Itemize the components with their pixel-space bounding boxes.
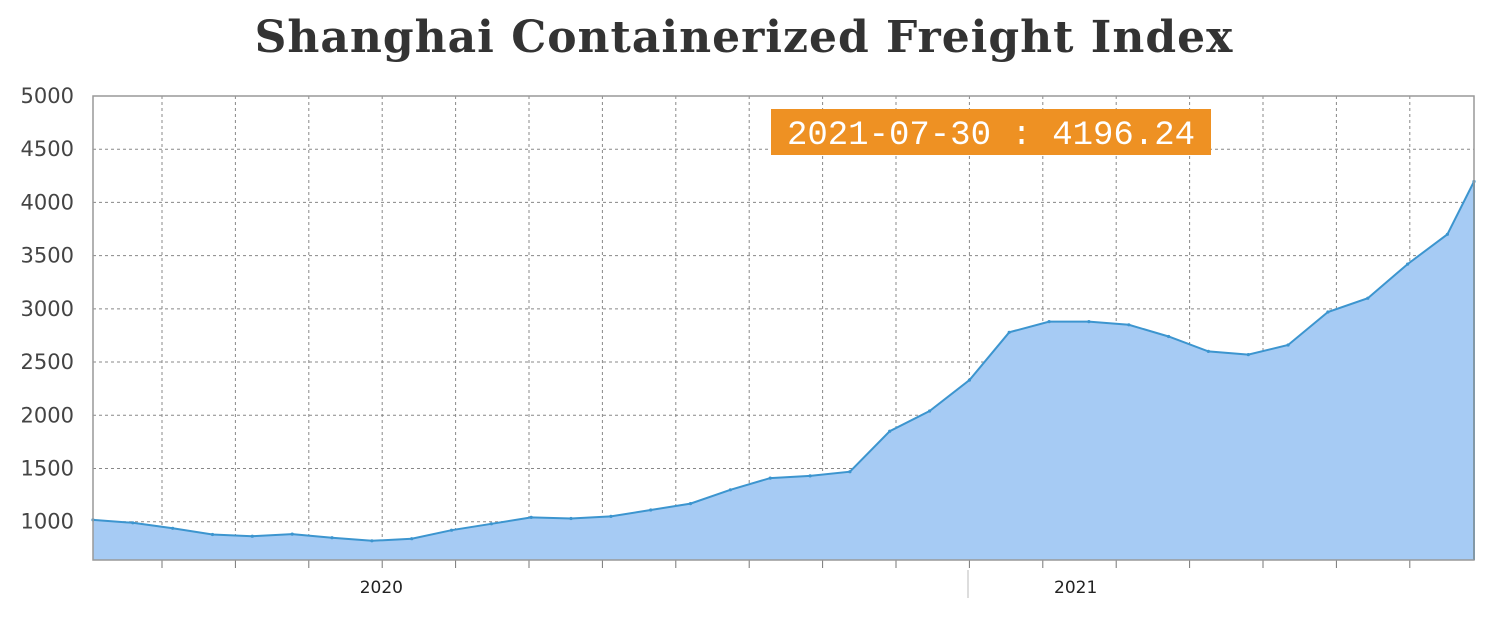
chart-title: Shanghai Containerized Freight Index: [254, 12, 1234, 63]
y-tick-label: 5000: [21, 84, 74, 108]
data-point: [529, 515, 533, 520]
y-tick-label: 4000: [21, 190, 74, 214]
plot-frame: [92, 95, 1475, 561]
data-point: [649, 508, 653, 512]
data-point: [808, 474, 812, 478]
tooltip: 2021-07-30 : 4196.24: [771, 109, 1211, 155]
x-tick-label: 2020: [360, 578, 403, 598]
data-point: [1087, 320, 1091, 324]
data-point: [1445, 232, 1449, 236]
data-area: [91, 179, 1476, 560]
data-point: [1047, 320, 1051, 324]
axes: 1000 1500 2000 2500 3000 3500 4000 4500 5000 2020…: [21, 84, 1475, 598]
data-point: [609, 514, 613, 519]
data-point: [688, 502, 693, 506]
data-point: [768, 476, 772, 480]
data-point: [1406, 262, 1410, 266]
y-tick-label: 1000: [21, 510, 74, 534]
data-point: [728, 488, 733, 492]
series-line: [92, 181, 1475, 542]
data-point: [888, 429, 892, 433]
data-point: [370, 539, 374, 543]
y-tick-label: 3500: [21, 244, 74, 268]
data-point: [449, 528, 454, 532]
y-tick-label: 1500: [21, 456, 74, 480]
data-point: [1326, 310, 1330, 314]
y-tick-label: 3000: [21, 297, 74, 321]
data-point: [1286, 343, 1290, 347]
data-point: [928, 409, 932, 413]
x-tick-label: 2021: [1054, 578, 1097, 598]
data-point: [569, 516, 573, 521]
data-point: [250, 534, 254, 538]
y-tick-label: 2000: [21, 403, 74, 427]
tooltip-box: [771, 109, 1211, 155]
data-point: [1366, 296, 1370, 300]
data-point: [171, 526, 175, 530]
data-point: [210, 532, 215, 537]
data-point: [489, 522, 493, 526]
data-point: [290, 532, 294, 536]
y-tick-label: 2500: [21, 350, 74, 374]
area-fill: [93, 181, 1474, 560]
tooltip-label: 2021-07-30 : 4196.24: [787, 117, 1195, 155]
data-point: [330, 536, 334, 540]
y-tick-label: 4500: [21, 137, 74, 161]
data-point: [1167, 334, 1171, 339]
data-point: [967, 378, 972, 382]
data-point: [1206, 349, 1210, 353]
data-point: [848, 470, 852, 474]
data-point: [131, 521, 135, 525]
data-point: [1127, 323, 1131, 327]
data-point: [410, 537, 414, 541]
data-point: [1007, 330, 1011, 334]
data-point: [1246, 353, 1250, 357]
